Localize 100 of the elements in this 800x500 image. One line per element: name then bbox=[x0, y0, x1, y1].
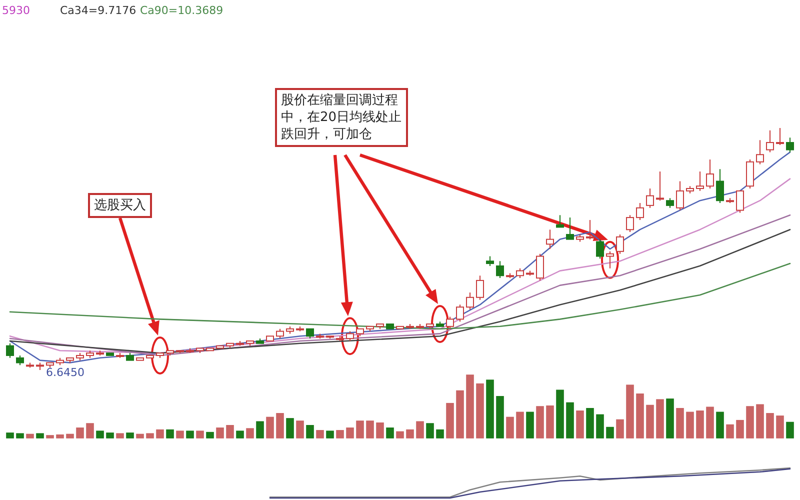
bar bbox=[296, 420, 304, 438]
candlestick bbox=[716, 168, 724, 204]
bar bbox=[726, 424, 734, 438]
bar bbox=[366, 420, 374, 438]
bar bbox=[246, 428, 254, 438]
bar bbox=[256, 421, 264, 438]
bar bbox=[596, 414, 604, 438]
bar bbox=[516, 412, 524, 438]
bar bbox=[236, 430, 244, 438]
bar bbox=[756, 404, 764, 438]
bar bbox=[486, 380, 494, 438]
candlestick bbox=[666, 198, 674, 208]
candlestick bbox=[646, 188, 654, 208]
bar bbox=[556, 390, 564, 438]
bar bbox=[776, 416, 784, 438]
candlestick bbox=[616, 234, 624, 254]
candlestick bbox=[456, 304, 464, 322]
bar bbox=[176, 430, 184, 438]
bar bbox=[406, 429, 414, 438]
bar bbox=[376, 422, 384, 438]
bar bbox=[116, 433, 124, 438]
bar bbox=[666, 398, 674, 438]
text: Ca90=10.3689 bbox=[140, 4, 224, 17]
bar bbox=[426, 423, 434, 438]
bar bbox=[506, 416, 514, 438]
candlestick bbox=[756, 140, 764, 165]
candlestick bbox=[466, 292, 474, 310]
bar bbox=[496, 396, 504, 438]
bar bbox=[126, 432, 134, 438]
bar bbox=[156, 429, 164, 438]
bar bbox=[356, 420, 364, 438]
bar bbox=[576, 410, 584, 438]
bar bbox=[76, 428, 84, 438]
bar bbox=[416, 421, 424, 438]
candlestick bbox=[566, 217, 574, 240]
candlestick bbox=[636, 202, 644, 220]
candlestick bbox=[446, 316, 454, 330]
bar bbox=[676, 408, 684, 438]
bar bbox=[316, 430, 324, 438]
candlestick bbox=[16, 354, 24, 366]
bar bbox=[196, 430, 204, 438]
bar bbox=[26, 434, 34, 438]
bar bbox=[326, 430, 334, 438]
bar bbox=[446, 402, 454, 438]
text: 5930 bbox=[2, 4, 30, 17]
bar bbox=[746, 406, 754, 438]
candlestick bbox=[596, 238, 604, 260]
candlestick bbox=[676, 180, 684, 211]
annotation: 股价在缩量回调过程中，在20日均线处止跌回升，可加仓 bbox=[275, 88, 408, 147]
bar bbox=[46, 435, 54, 438]
candlestick bbox=[706, 158, 714, 189]
bar bbox=[226, 425, 234, 438]
candlestick bbox=[626, 214, 634, 233]
candlestick bbox=[476, 275, 484, 300]
bar bbox=[286, 418, 294, 438]
bar bbox=[216, 428, 224, 438]
candlestick bbox=[736, 190, 744, 214]
bar bbox=[6, 432, 14, 438]
candlestick bbox=[546, 229, 554, 250]
bar bbox=[346, 428, 354, 438]
bar bbox=[696, 410, 704, 438]
bar bbox=[656, 399, 664, 438]
candlestick bbox=[766, 130, 774, 153]
bar bbox=[396, 431, 404, 438]
bar bbox=[646, 404, 654, 438]
bar bbox=[96, 430, 104, 438]
bar bbox=[736, 420, 744, 438]
candlestick bbox=[306, 328, 314, 340]
bar bbox=[786, 422, 794, 438]
bar bbox=[266, 416, 274, 438]
candlestick bbox=[516, 268, 524, 279]
bar bbox=[546, 405, 554, 438]
bar bbox=[586, 408, 594, 438]
bar bbox=[56, 434, 64, 438]
bar bbox=[106, 432, 114, 438]
bar bbox=[86, 423, 94, 438]
candlestick bbox=[586, 219, 594, 240]
annotation: 6.6450 bbox=[46, 366, 84, 379]
annotation: 选股买入 bbox=[88, 193, 152, 218]
bar bbox=[16, 433, 24, 438]
candlestick bbox=[786, 137, 794, 153]
candlestick bbox=[496, 260, 504, 279]
bar bbox=[536, 406, 544, 438]
candlestick bbox=[656, 171, 664, 202]
bar bbox=[716, 412, 724, 438]
bar bbox=[166, 429, 174, 438]
bar bbox=[66, 434, 74, 438]
bar bbox=[146, 433, 154, 438]
candlestick bbox=[536, 253, 544, 281]
bar bbox=[386, 428, 394, 438]
bar bbox=[336, 430, 344, 438]
bar bbox=[36, 433, 44, 438]
candlestick bbox=[776, 128, 784, 146]
bar bbox=[636, 394, 644, 438]
candlestick bbox=[606, 250, 614, 269]
candlestick bbox=[696, 171, 704, 192]
bar bbox=[616, 419, 624, 438]
bar bbox=[526, 412, 534, 438]
bar bbox=[706, 406, 714, 438]
bar bbox=[186, 430, 194, 438]
